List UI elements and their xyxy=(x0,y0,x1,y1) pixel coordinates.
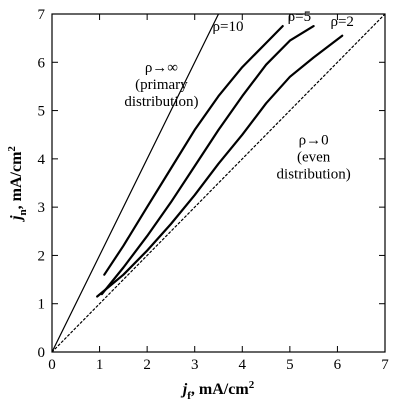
axis-variable: j xyxy=(180,381,188,398)
axis-variable: j xyxy=(8,215,25,223)
y-tick-label: 2 xyxy=(38,248,46,264)
y-tick-label: 1 xyxy=(38,297,46,313)
ticks-layer: 0 1 2 3 4 5 6 7 0 1 2 3 4 5 6 7 xyxy=(38,7,390,373)
annotation-rho-10: ρ=10 xyxy=(213,19,244,35)
x-axis-label: jf, mA/cm2 xyxy=(180,379,255,402)
axis-superscript: 2 xyxy=(249,379,255,391)
y-axis-label: jn, mA/cm2 xyxy=(6,146,29,223)
series-line-1 xyxy=(52,14,220,352)
y-tick-label: 0 xyxy=(38,345,46,361)
annotation-layer: ρ→∞ (primary distribution)ρ=10ρ=5 ρ=2ρ→0 (ev… xyxy=(124,9,354,182)
annotation-line: ρ→∞ xyxy=(145,60,178,76)
y-tick-label: 4 xyxy=(38,152,46,168)
x-tick-label: 1 xyxy=(96,357,104,373)
annotation-line: distribution) xyxy=(124,94,198,110)
annotation-line: distribution) xyxy=(277,166,351,182)
x-tick-label: 6 xyxy=(334,357,342,373)
axis-unit: , mA/cm xyxy=(8,151,25,209)
annotation-line: ρ=5 xyxy=(288,9,311,25)
y-tick-label: 5 xyxy=(38,104,46,120)
annotation-rho-0: ρ→0 (even distribution) xyxy=(277,132,351,182)
axis-subscript: f xyxy=(187,390,191,402)
x-tick-label: 7 xyxy=(381,357,389,373)
series-layer xyxy=(52,14,385,352)
x-tick-label: 5 xyxy=(286,357,294,373)
series-line-4 xyxy=(96,34,344,298)
x-tick-label: 4 xyxy=(239,357,247,373)
annotation-rho-5: ρ=5 xyxy=(288,9,311,25)
series-line-3 xyxy=(100,25,315,296)
annotation-rho-2: ρ=2 xyxy=(330,14,353,30)
annotation-line: ρ=10 xyxy=(213,19,244,35)
annotation-line: (even xyxy=(297,149,331,165)
x-tick-label: 3 xyxy=(191,357,199,373)
plot-frame xyxy=(51,13,386,353)
annotation-line: ρ=2 xyxy=(330,14,353,30)
axis-superscript: 2 xyxy=(6,146,18,152)
y-tick-label: 6 xyxy=(38,55,46,71)
x-tick-label: 0 xyxy=(48,357,56,373)
axis-subscript: n xyxy=(17,209,29,215)
annotation-rho-inf: ρ→∞ (primary distribution) xyxy=(124,60,198,110)
series-line-2 xyxy=(103,25,284,276)
series-line-5 xyxy=(52,14,385,352)
annotation-line: ρ→0 xyxy=(299,132,329,148)
y-tick-label: 7 xyxy=(38,7,46,23)
annotation-line: (primary xyxy=(135,77,188,93)
x-tick-label: 2 xyxy=(143,357,151,373)
y-tick-label: 3 xyxy=(38,200,46,216)
axis-unit: , mA/cm xyxy=(191,381,249,398)
